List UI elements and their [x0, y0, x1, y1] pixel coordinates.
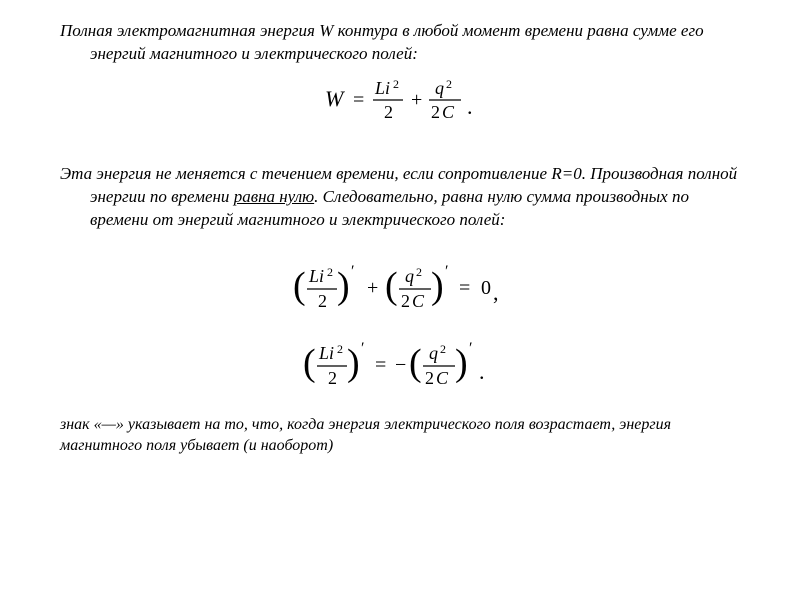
svg-text:(: ( [385, 265, 398, 307]
svg-text:2: 2 [328, 368, 337, 388]
svg-text:=: = [459, 277, 470, 299]
svg-text:+: + [411, 89, 422, 111]
svg-text:2: 2 [431, 102, 440, 122]
svg-text:+: + [367, 277, 378, 299]
svg-text:): ) [337, 265, 350, 307]
svg-text:′: ′ [469, 340, 473, 357]
svg-text:q: q [429, 343, 438, 363]
svg-text:C: C [436, 368, 449, 388]
svg-text:=: = [353, 89, 364, 111]
svg-text:′: ′ [351, 263, 355, 280]
svg-text:C: C [442, 102, 455, 122]
svg-text:): ) [455, 342, 468, 384]
svg-text:.: . [467, 94, 473, 119]
svg-text:Li: Li [318, 343, 334, 363]
svg-text:Li: Li [374, 78, 390, 98]
svg-text:q: q [435, 78, 444, 98]
svg-text:(: ( [293, 265, 306, 307]
svg-text:2: 2 [401, 291, 410, 311]
formula-derivative-sum-zero: ( Li 2 2 ) ′ + ( q 2 2 C ) ′ = 0 [60, 260, 750, 323]
svg-text:W: W [325, 86, 345, 111]
footnote-text: знак «—» указывает на то, что, когда эне… [60, 416, 671, 455]
svg-text:C: C [412, 291, 425, 311]
formula-derivative-equality: ( Li 2 2 ) ′ = − ( q 2 2 C ) ′ . [60, 337, 750, 400]
svg-text:−: − [395, 354, 406, 376]
svg-text:Li: Li [308, 266, 324, 286]
svg-text:=: = [375, 354, 386, 376]
svg-text:2: 2 [446, 77, 452, 91]
paragraph-2: Эта энергия не меняется с течением време… [60, 163, 750, 232]
svg-text:): ) [347, 342, 360, 384]
paragraph-1: Полная электромагнитная энергия W контур… [60, 20, 750, 66]
svg-text:2: 2 [337, 342, 343, 356]
svg-text:2: 2 [327, 265, 333, 279]
svg-text:(: ( [303, 342, 316, 384]
svg-text:2: 2 [440, 342, 446, 356]
formula-total-energy: W = Li 2 2 + q 2 2 C . [60, 74, 750, 131]
svg-text:2: 2 [384, 102, 393, 122]
svg-text:): ) [431, 265, 444, 307]
svg-text:2: 2 [416, 265, 422, 279]
svg-text:,: , [493, 280, 499, 305]
svg-text:q: q [405, 266, 414, 286]
svg-text:0: 0 [481, 277, 491, 299]
footnote: знак «—» указывает на то, что, когда эне… [60, 414, 750, 457]
svg-text:2: 2 [393, 77, 399, 91]
svg-text:′: ′ [361, 340, 365, 357]
paragraph-2-underlined: равна нулю [234, 187, 314, 206]
svg-text:2: 2 [425, 368, 434, 388]
svg-text:.: . [479, 359, 485, 384]
svg-text:2: 2 [318, 291, 327, 311]
paragraph-1-text: Полная электромагнитная энергия W контур… [60, 20, 750, 66]
svg-text:′: ′ [445, 263, 449, 280]
svg-text:(: ( [409, 342, 422, 384]
